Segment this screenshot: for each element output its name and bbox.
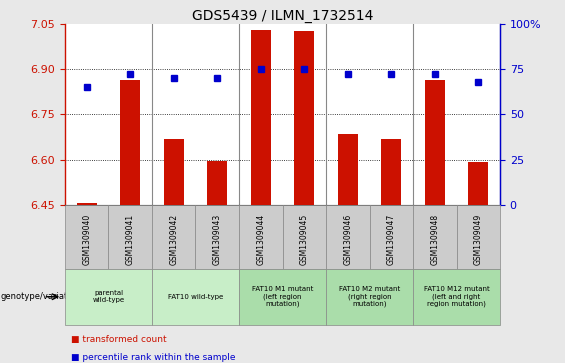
Text: GSM1309042: GSM1309042: [170, 214, 178, 265]
Text: FAT10 M1 mutant
(left region
mutation): FAT10 M1 mutant (left region mutation): [252, 286, 313, 307]
Bar: [120, 79, 140, 205]
Text: GSM1309045: GSM1309045: [300, 214, 308, 265]
Bar: [425, 81, 445, 205]
Text: GSM1309041: GSM1309041: [126, 214, 134, 265]
Text: GSM1309040: GSM1309040: [82, 214, 91, 265]
Text: FAT10 M2 mutant
(right region
mutation): FAT10 M2 mutant (right region mutation): [339, 286, 400, 307]
Text: ■ percentile rank within the sample: ■ percentile rank within the sample: [71, 353, 235, 362]
Text: genotype/variation: genotype/variation: [1, 292, 81, 301]
Bar: [381, 139, 401, 205]
Bar: [338, 134, 358, 205]
Text: GSM1309047: GSM1309047: [387, 214, 396, 265]
Text: GDS5439 / ILMN_1732514: GDS5439 / ILMN_1732514: [192, 9, 373, 23]
Bar: [207, 161, 227, 205]
Text: GSM1309044: GSM1309044: [257, 214, 265, 265]
Text: parental
wild-type: parental wild-type: [93, 290, 124, 303]
Text: FAT10 M12 mutant
(left and right
region mutation): FAT10 M12 mutant (left and right region …: [424, 286, 489, 307]
Text: GSM1309046: GSM1309046: [344, 214, 352, 265]
Text: GSM1309049: GSM1309049: [474, 214, 483, 265]
Text: GSM1309048: GSM1309048: [431, 214, 439, 265]
Text: ■ transformed count: ■ transformed count: [71, 335, 166, 344]
Bar: [294, 31, 314, 205]
Bar: [77, 203, 97, 205]
Bar: [164, 139, 184, 205]
Bar: [251, 30, 271, 205]
Text: FAT10 wild-type: FAT10 wild-type: [168, 294, 223, 300]
Bar: [468, 162, 488, 205]
Text: GSM1309043: GSM1309043: [213, 214, 221, 265]
